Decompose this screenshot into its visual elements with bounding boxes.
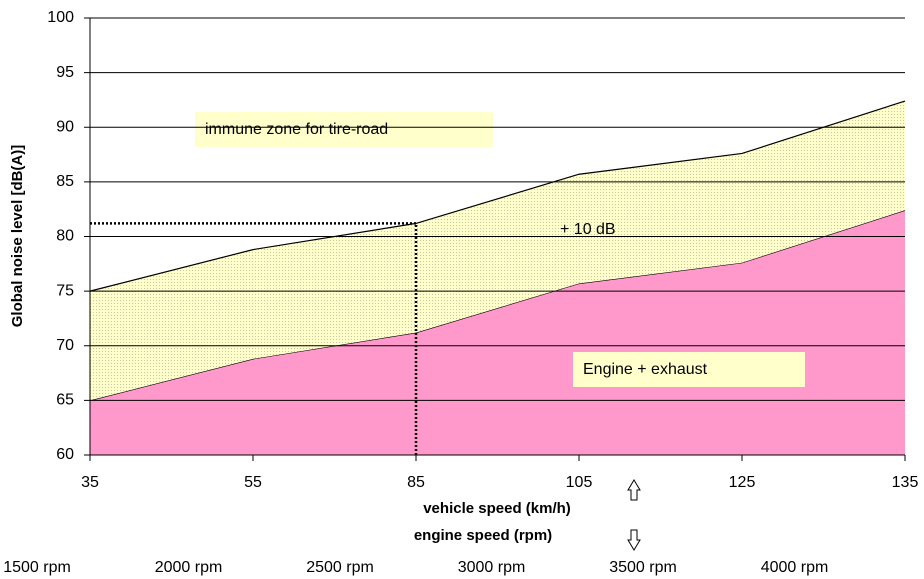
y-tick-label: 70 bbox=[56, 337, 74, 354]
engine-speed-label: 4000 rpm bbox=[761, 559, 829, 576]
y-tick-label: 90 bbox=[56, 118, 74, 135]
y-tick-label: 80 bbox=[56, 228, 74, 245]
y-tick-label: 85 bbox=[56, 173, 74, 190]
y-tick-label: 75 bbox=[56, 282, 74, 299]
area bbox=[90, 101, 905, 401]
y-tick-label: 65 bbox=[56, 392, 74, 409]
area bbox=[90, 210, 905, 455]
annotation-box bbox=[195, 112, 493, 147]
y-tick-label: 100 bbox=[47, 9, 74, 26]
y-tick-label: 95 bbox=[56, 64, 74, 81]
y-axis-label: Global noise level [dB(A)] bbox=[9, 145, 26, 328]
x-axis-label: vehicle speed (km/h) bbox=[423, 500, 571, 517]
series-label: Engine + exhaust bbox=[583, 361, 708, 378]
engine-speed-label: 3500 rpm bbox=[609, 559, 677, 576]
arrow-down bbox=[627, 529, 641, 551]
x-tick-label: 135 bbox=[892, 474, 919, 491]
x-tick-label: 85 bbox=[407, 474, 425, 491]
x-tick-label: 125 bbox=[729, 474, 756, 491]
annotation: immune zone for tire-road bbox=[205, 121, 388, 138]
arrow-up bbox=[627, 479, 641, 501]
x2-axis-label: engine speed (rpm) bbox=[414, 527, 552, 544]
x-tick-label: 55 bbox=[244, 474, 262, 491]
engine-speed-label: 1500 rpm bbox=[3, 559, 71, 576]
label-box bbox=[573, 352, 805, 387]
y-tick-label: 60 bbox=[56, 446, 74, 463]
x-tick-label: 35 bbox=[81, 474, 99, 491]
area-edge bbox=[89, 100, 906, 292]
engine-speed-label: 2000 rpm bbox=[155, 559, 223, 576]
series-label: + 10 dB bbox=[560, 221, 616, 238]
engine-speed-label: 2500 rpm bbox=[306, 559, 374, 576]
x-tick-label: 105 bbox=[566, 474, 593, 491]
engine-speed-label: 3000 rpm bbox=[458, 559, 526, 576]
